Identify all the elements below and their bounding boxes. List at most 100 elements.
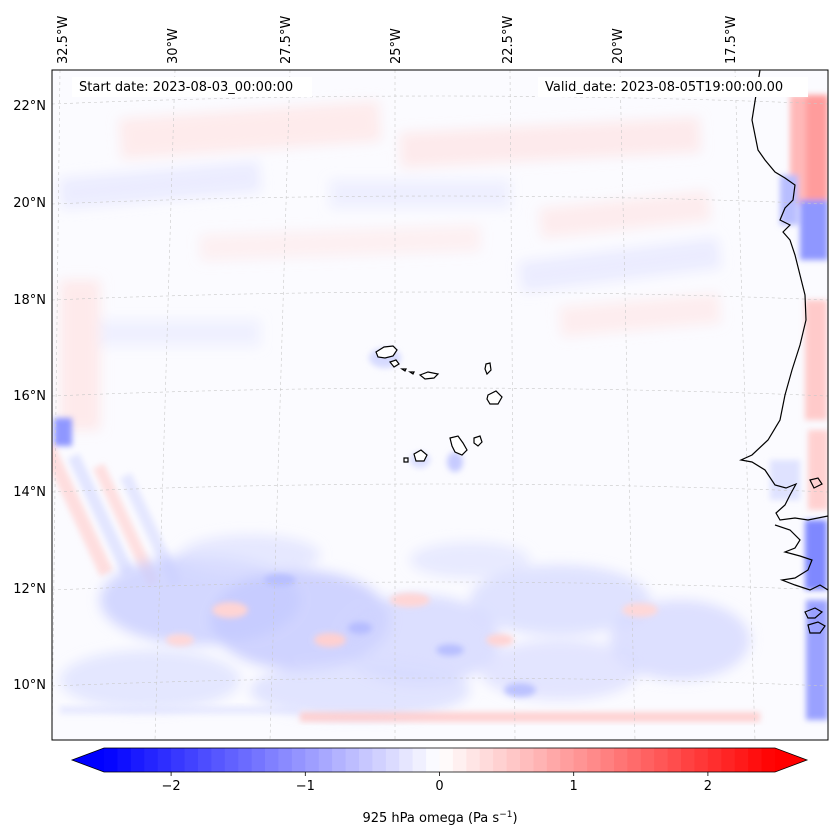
colorbar-cell	[265, 748, 280, 772]
colorbar-cell	[426, 748, 441, 772]
africa-coastline	[739, 70, 828, 521]
colorbar-cell	[734, 748, 749, 772]
colorbar-tick-label: −2	[162, 779, 181, 794]
start-date-label: Start date: 2023-08-03_00:00:00	[79, 80, 293, 95]
colorbar-cell	[318, 748, 333, 772]
colorbar-cell	[466, 748, 481, 772]
lat-label: 16°N	[13, 389, 46, 404]
sao-vicente-island	[388, 359, 400, 368]
maio-island	[473, 435, 483, 447]
colorbar-label: 925 hPa omega (Pa s−1)	[362, 810, 517, 826]
colorbar-cell	[372, 748, 387, 772]
colorbar-cell	[104, 748, 119, 772]
colorbar-cell	[251, 748, 266, 772]
lat-label: 20°N	[13, 196, 46, 211]
lon-label: 17.5°W	[724, 16, 739, 64]
lat-label: 18°N	[13, 293, 46, 308]
colorbar-outline	[70, 747, 809, 773]
colorbar-cell	[640, 748, 655, 772]
fogo-island	[413, 449, 428, 462]
colorbar-cell	[627, 748, 642, 772]
colorbar-cell	[224, 748, 239, 772]
lon-label: 25°W	[389, 28, 404, 64]
omega-field	[52, 95, 828, 722]
colorbar-cell	[573, 748, 588, 772]
colorbar-variable: 925 hPa omega	[362, 811, 463, 826]
start-date-box	[72, 77, 312, 97]
colorbar-cell	[707, 748, 722, 772]
colorbar-cell	[278, 748, 293, 772]
valid-date-label: Valid_date: 2023-08-05T19:00:00.00	[545, 80, 783, 95]
colorbar-cell	[211, 748, 226, 772]
colorbar-extend-low	[72, 748, 104, 772]
colorbar-cell	[238, 748, 253, 772]
lon-label: 30°W	[166, 28, 181, 64]
colorbar-tick-label: 1	[570, 779, 578, 794]
valid-date-box	[538, 77, 808, 97]
colorbar-cell	[197, 748, 212, 772]
colorbar-cell	[144, 748, 159, 772]
lon-label: 27.5°W	[279, 16, 294, 64]
brava-island	[403, 457, 409, 463]
colorbar-cell	[506, 748, 521, 772]
gridlines	[52, 70, 828, 740]
santiago-island	[449, 435, 468, 456]
colorbar-tick-label: −1	[296, 779, 315, 794]
colorbar-units: Pa s	[473, 811, 499, 826]
colorbar-cell	[130, 748, 145, 772]
colorbar-cell	[452, 748, 467, 772]
colorbar-cell	[681, 748, 696, 772]
colorbar-tick-label: 0	[435, 779, 443, 794]
colorbar-cells	[104, 748, 776, 772]
colorbar-cell	[157, 748, 172, 772]
sao-nicolau-island	[418, 371, 440, 380]
lat-label: 12°N	[13, 582, 46, 597]
colorbar-cell	[667, 748, 682, 772]
colorbar-cell	[600, 748, 615, 772]
colorbar-units-exponent: −1	[499, 810, 512, 820]
colorbar-cell	[171, 748, 186, 772]
sal-island	[484, 362, 492, 376]
colorbar-cell	[493, 748, 508, 772]
colorbar-cell	[520, 748, 535, 772]
colorbar-cell	[117, 748, 132, 772]
colorbar-cell	[694, 748, 709, 772]
colorbar: −2 −1 0 1 2 925 hPa omega (Pa s−1)	[70, 747, 809, 826]
lon-label: 20°W	[611, 28, 626, 64]
lon-label: 32.5°W	[56, 16, 71, 64]
colorbar-cell	[587, 748, 602, 772]
colorbar-cell	[721, 748, 736, 772]
colorbar-cell	[399, 748, 414, 772]
lat-label: 14°N	[13, 485, 46, 500]
colorbar-cell	[761, 748, 776, 772]
cape-verde-islands	[375, 345, 503, 463]
colorbar-cell	[332, 748, 347, 772]
lat-label: 10°N	[13, 678, 46, 693]
colorbar-cell	[385, 748, 400, 772]
lat-label: 22°N	[13, 99, 46, 114]
colorbar-cell	[184, 748, 199, 772]
santo-antao-island	[375, 345, 398, 359]
colorbar-cell	[305, 748, 320, 772]
coastline	[739, 70, 828, 634]
colorbar-cell	[345, 748, 360, 772]
colorbar-cell	[546, 748, 561, 772]
colorbar-cell	[748, 748, 763, 772]
lon-label: 22.5°W	[501, 16, 516, 64]
colorbar-cell	[479, 748, 494, 772]
boa-vista-island	[486, 390, 503, 405]
map-frame	[51, 69, 829, 741]
latitude-labels: 22°N 20°N 18°N 16°N 14°N 12°N 10°N	[13, 99, 46, 693]
colorbar-cell	[358, 748, 373, 772]
colorbar-extend-high	[775, 748, 807, 772]
colorbar-tick-label: 2	[704, 779, 712, 794]
map-panel: Start date: 2023-08-03_00:00:00 Valid_da…	[51, 69, 829, 741]
colorbar-cell	[654, 748, 669, 772]
colorbar-cell	[560, 748, 575, 772]
colorbar-cell	[291, 748, 306, 772]
colorbar-cell	[412, 748, 427, 772]
longitude-labels: 32.5°W 30°W 27.5°W 25°W 22.5°W 20°W 17.5…	[56, 16, 739, 64]
colorbar-cell	[439, 748, 454, 772]
colorbar-cell	[533, 748, 548, 772]
